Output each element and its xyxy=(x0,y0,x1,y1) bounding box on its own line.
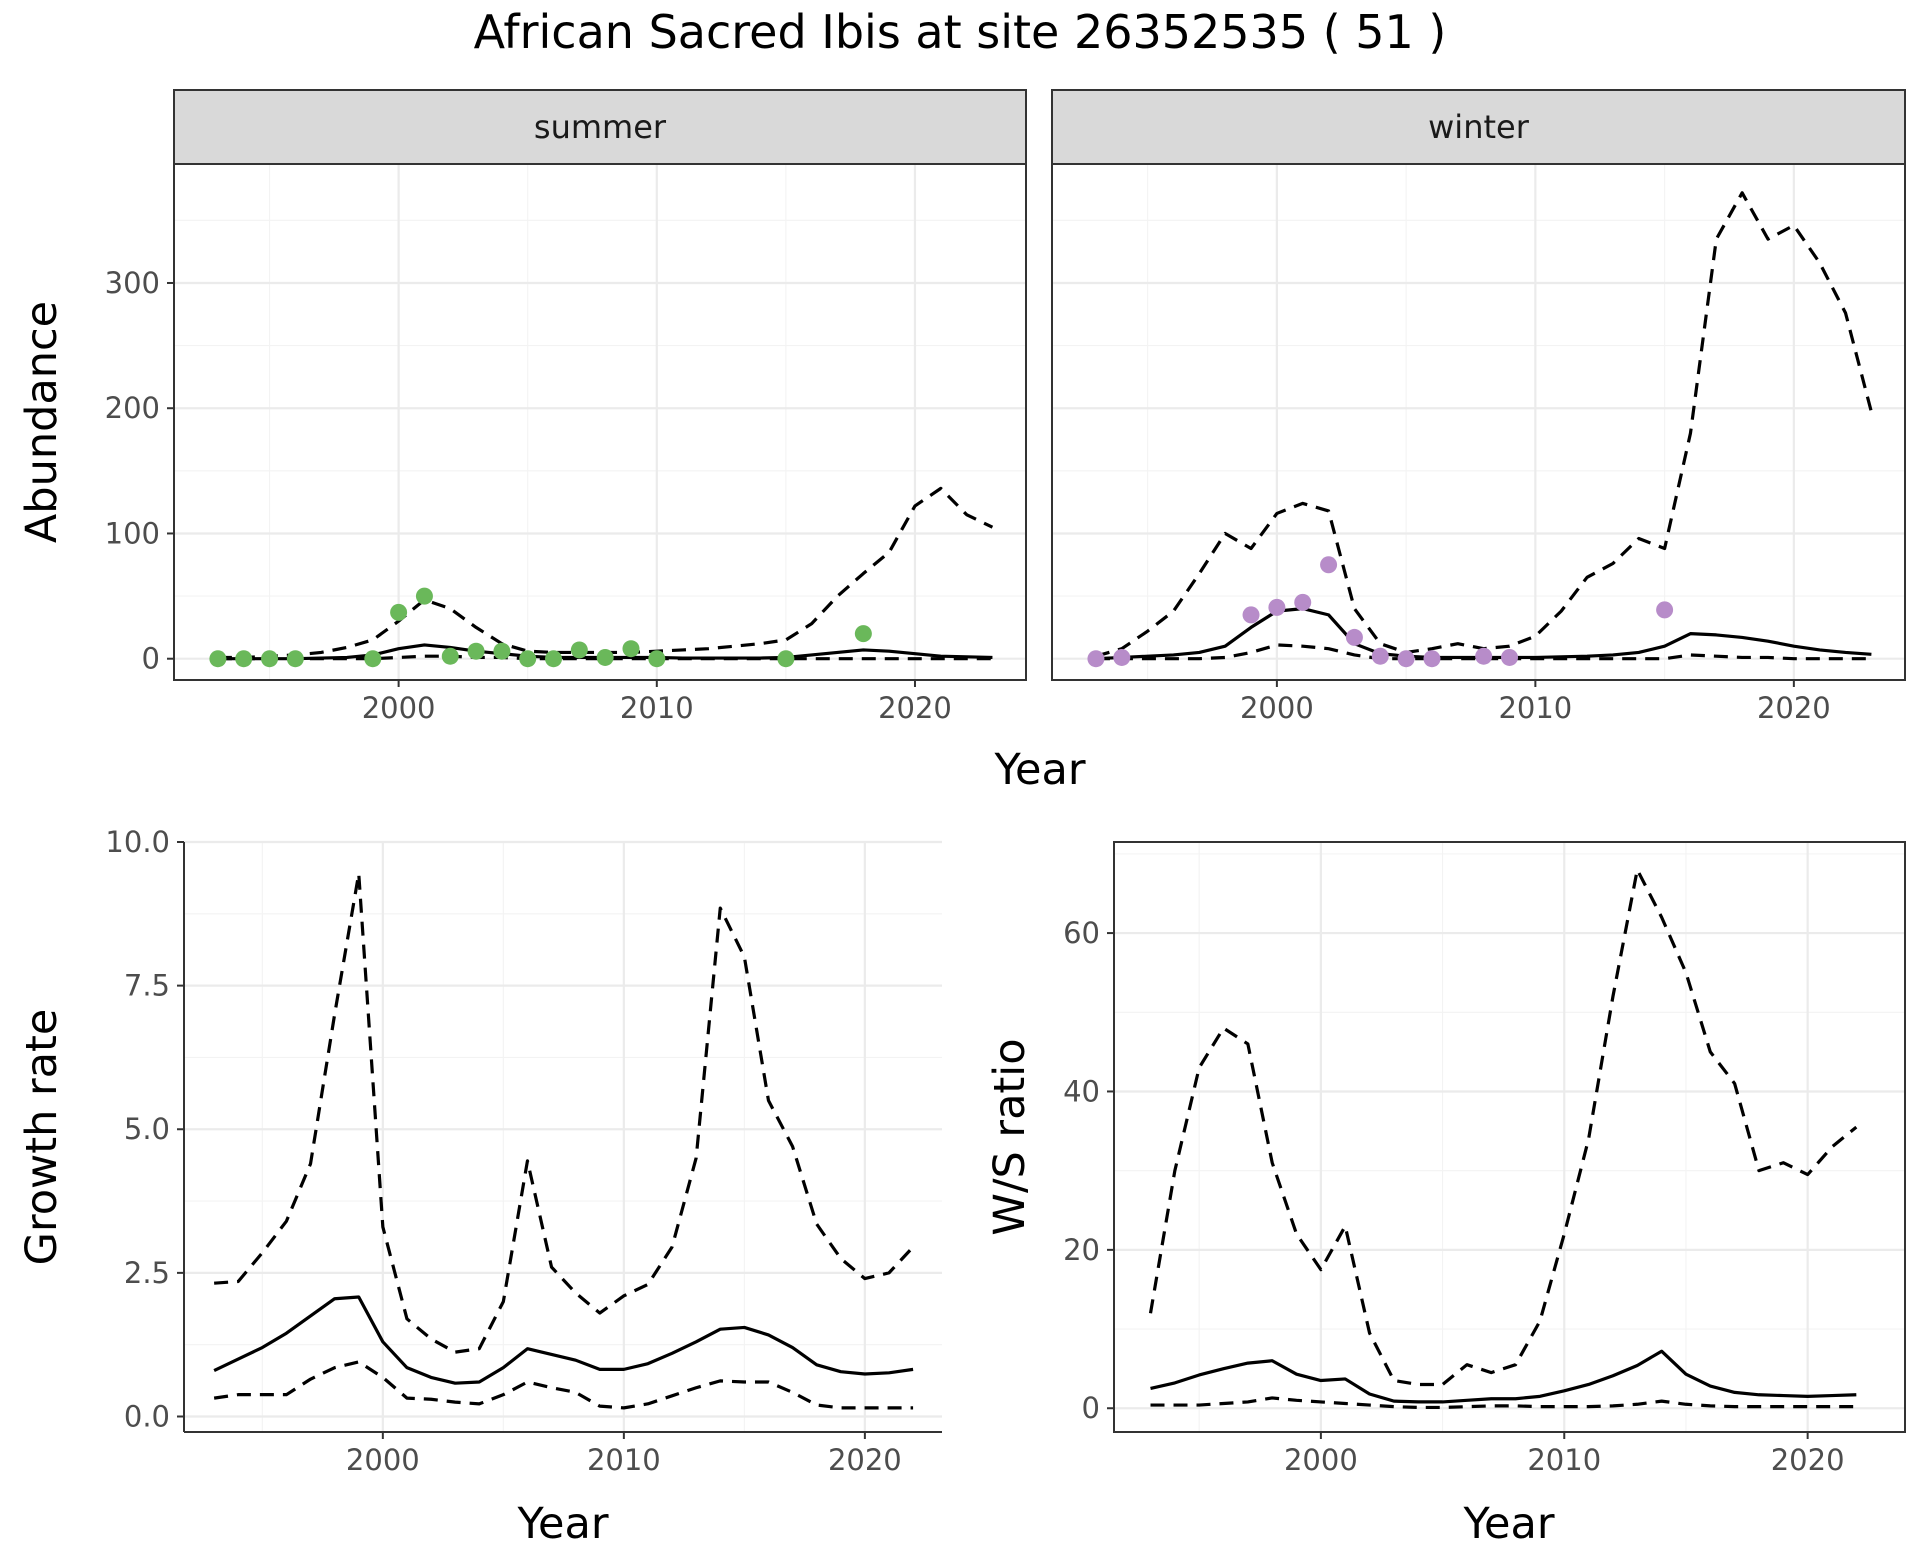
abundance-summer-observed-point xyxy=(209,650,227,668)
facet-strip-label: summer xyxy=(534,108,667,146)
ws-ratio-x-tick-label: 2000 xyxy=(1284,1443,1358,1477)
abundance-winter-observed-point xyxy=(1501,648,1519,666)
abundance-summer-observed-point xyxy=(570,641,588,659)
growth-y-tick-label: 2.5 xyxy=(124,1256,170,1290)
facet-strip-bg xyxy=(173,89,1027,165)
abundance-winter-observed-point xyxy=(1242,606,1260,624)
abundance-y-axis-title: Abundance xyxy=(17,301,67,543)
abundance-winter-observed-point xyxy=(1294,593,1312,611)
abundance-winter-x-tick-label: 2020 xyxy=(1757,691,1831,725)
growth-y-axis-title: Growth rate xyxy=(17,1009,67,1266)
growth-panel: 2000 2010 2020 0.0 2.5 5.0 7.5 10.0 xyxy=(105,825,942,1477)
growth-y-tick-label: 5.0 xyxy=(124,1112,170,1146)
ws-ratio-y-tick-label: 20 xyxy=(1063,1233,1100,1267)
abundance-summer-upper-ci-line xyxy=(217,486,994,660)
growth-y-tick-label: 10.0 xyxy=(105,825,170,859)
ws-ratio-x-axis-title: Year xyxy=(1462,1499,1554,1549)
growth-x-tick-label: 2010 xyxy=(587,1443,661,1477)
abundance-summer-observed-point xyxy=(415,587,433,605)
abundance-summer-lower-ci-line xyxy=(217,654,993,661)
abundance-winter-x-tick-label: 2000 xyxy=(1240,691,1314,725)
growth-y-tick-label: 7.5 xyxy=(124,969,170,1003)
abundance-summer-observed-point xyxy=(390,603,408,621)
abundance-winter-observed-point xyxy=(1113,648,1131,666)
abundance-winter-observed-point xyxy=(1656,601,1674,619)
growth-y-tick-label: 0.0 xyxy=(124,1399,170,1433)
growth-lower-ci-line xyxy=(213,1360,914,1410)
ws-ratio-x-tick-label: 2020 xyxy=(1771,1443,1845,1477)
abundance-winter-observed-point xyxy=(1475,647,1493,665)
abundance-winter-upper-ci-line xyxy=(1095,191,1873,658)
facet-strip-bg xyxy=(1051,89,1906,165)
abundance-winter-observed-point xyxy=(1397,650,1415,668)
ws-ratio-upper-ci-line xyxy=(1148,868,1858,1387)
ws-ratio-panel-border xyxy=(1113,841,1906,1433)
ws-ratio-y-tick-label: 0 xyxy=(1082,1391,1100,1425)
abundance-summer-observed-point xyxy=(441,647,459,665)
abundance-summer-observed-point xyxy=(545,650,563,668)
abundance-summer-observed-point xyxy=(622,640,640,658)
abundance-summer-panel: 2000 2010 2020 0 100 200 300 xyxy=(105,163,1027,725)
abundance-summer-y-tick-label: 200 xyxy=(105,391,160,425)
abundance-summer-y-tick-label: 0 xyxy=(142,642,160,676)
abundance-summer-x-tick-label: 2000 xyxy=(362,691,436,725)
abundance-summer-observed-point xyxy=(777,650,795,668)
facet-strip-label: winter xyxy=(1428,108,1530,146)
abundance-winter-lower-ci-line xyxy=(1095,643,1872,661)
abundance-winter-observed-point xyxy=(1371,647,1389,665)
abundance-summer-observed-point xyxy=(235,650,253,668)
abundance-summer-observed-point xyxy=(467,642,485,660)
abundance-winter-observed-point xyxy=(1087,650,1105,668)
abundance-summer-observed-point xyxy=(364,650,382,668)
abundance-summer-observed-point xyxy=(286,650,304,668)
ws-ratio-x-tick-label: 2010 xyxy=(1527,1443,1601,1477)
abundance-summer-panel-border xyxy=(173,163,1027,681)
abundance-winter-observed-point xyxy=(1345,628,1363,646)
abundance-winter-observed-point xyxy=(1320,556,1338,574)
abundance-winter-panel-border xyxy=(1051,163,1906,681)
abundance-summer-x-tick-label: 2020 xyxy=(878,691,952,725)
ws-ratio-y-tick-label: 60 xyxy=(1063,916,1100,950)
growth-x-tick-label: 2000 xyxy=(346,1443,420,1477)
abundance-summer-observed-point xyxy=(493,642,511,660)
ws-ratio-lower-ci-line xyxy=(1150,1396,1857,1410)
figure-title: African Sacred Ibis at site 26352535 ( 5… xyxy=(474,5,1447,59)
abundance-x-axis-title: Year xyxy=(993,745,1085,795)
growth-x-tick-label: 2020 xyxy=(828,1443,902,1477)
growth-mean-line xyxy=(213,1295,914,1385)
abundance-winter-observed-point xyxy=(1423,650,1441,668)
abundance-summer-x-tick-label: 2010 xyxy=(620,691,694,725)
abundance-summer-observed-point xyxy=(261,650,279,668)
abundance-summer-y-tick-label: 100 xyxy=(105,516,160,550)
abundance-summer-observed-point xyxy=(648,650,666,668)
abundance-summer-observed-point xyxy=(854,625,872,643)
abundance-winter-observed-point xyxy=(1268,598,1286,616)
ws-ratio-panel: 2000 2010 2020 0 20 40 60 xyxy=(1063,841,1906,1477)
growth-x-axis-title: Year xyxy=(516,1499,608,1549)
ws-ratio-y-tick-label: 40 xyxy=(1063,1074,1100,1108)
facet-strip-winter: winter xyxy=(1051,89,1906,165)
abundance-summer-observed-point xyxy=(596,648,614,666)
abundance-winter-x-tick-label: 2010 xyxy=(1498,691,1572,725)
abundance-winter-panel: 2000 2010 2020 xyxy=(1051,163,1906,725)
ws-ratio-mean-line xyxy=(1150,1349,1857,1404)
facet-strip-summer: summer xyxy=(173,89,1027,165)
abundance-summer-observed-point xyxy=(519,650,537,668)
growth-upper-ci-line xyxy=(214,872,915,1354)
abundance-summer-y-tick-label: 300 xyxy=(105,266,160,300)
ws-ratio-y-axis-title: W/S ratio xyxy=(985,1038,1035,1235)
